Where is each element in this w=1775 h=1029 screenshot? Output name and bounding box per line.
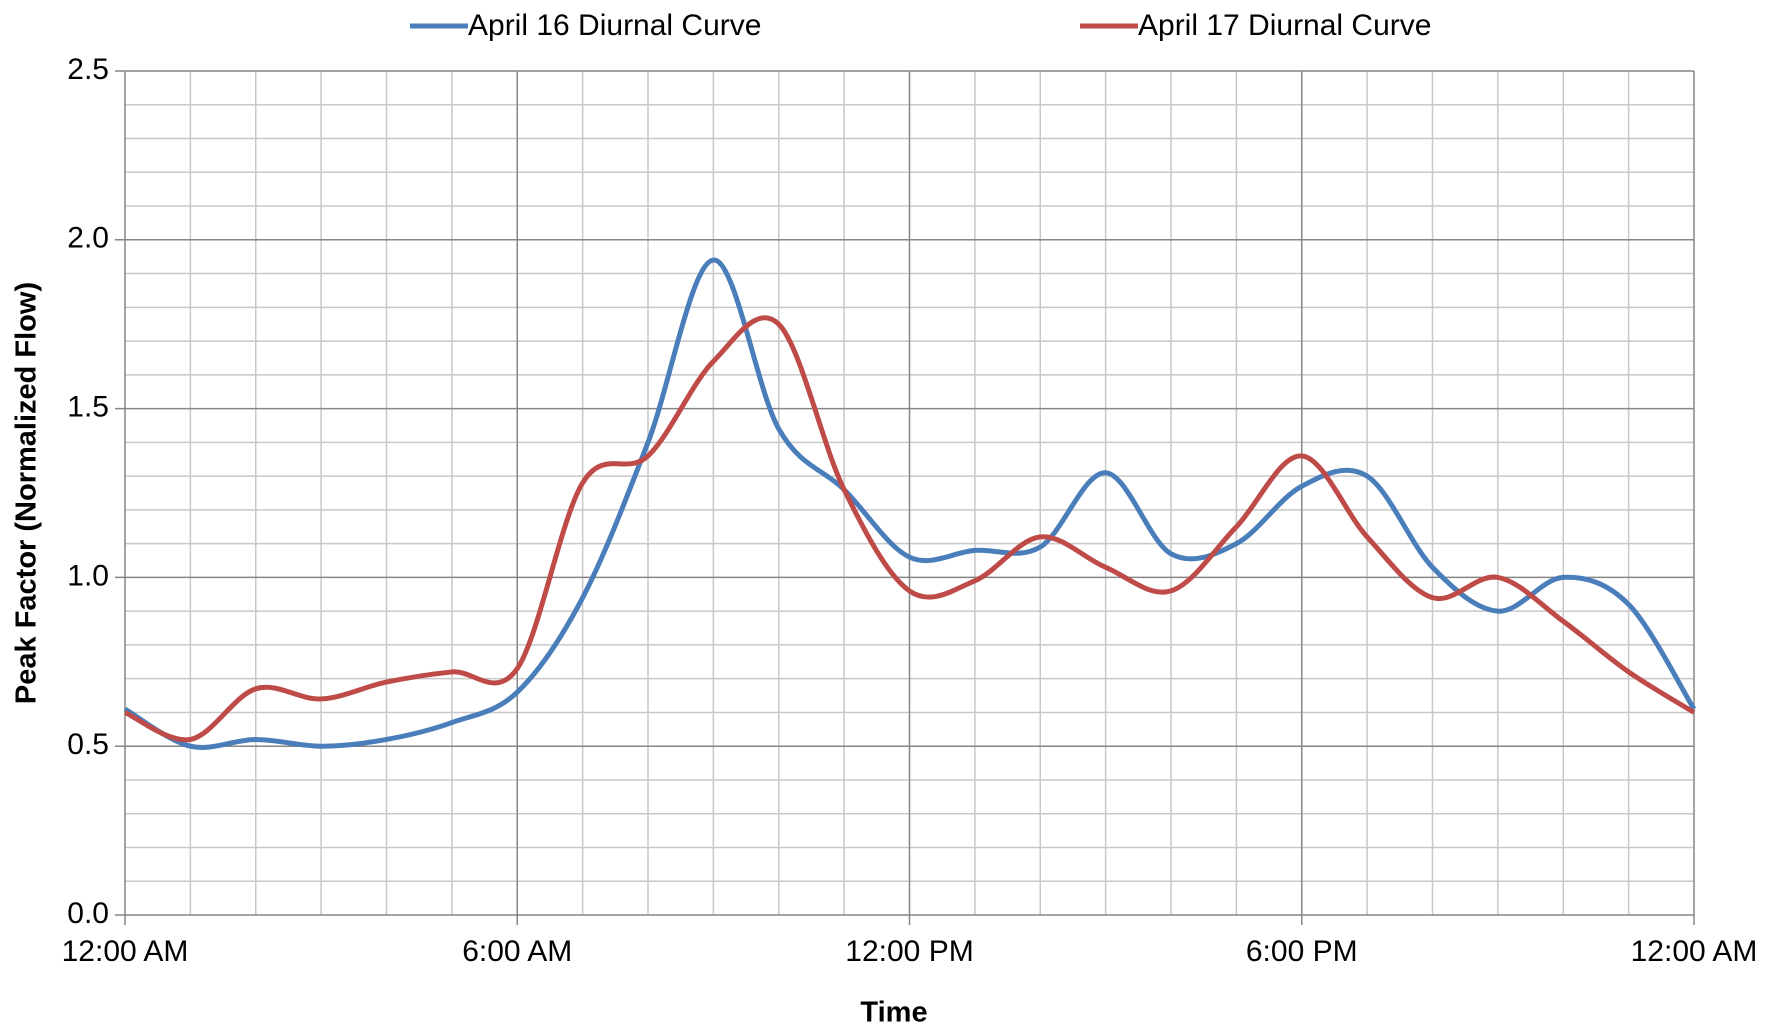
legend-label: April 16 Diurnal Curve bbox=[468, 9, 761, 42]
x-axis-label: Time bbox=[860, 997, 927, 1029]
y-tick-label: 0.5 bbox=[67, 728, 109, 761]
x-tick-label: 6:00 AM bbox=[462, 935, 572, 968]
series-line bbox=[123, 315, 1696, 743]
y-axis-label: Peak Factor (Normalized Flow) bbox=[11, 282, 43, 704]
x-tick-label: 6:00 PM bbox=[1246, 935, 1358, 968]
y-tick-label: 1.0 bbox=[67, 559, 109, 592]
x-tick-label: 12:00 PM bbox=[845, 935, 973, 968]
x-tick-label: 12:00 AM bbox=[1631, 935, 1758, 968]
series-line bbox=[123, 257, 1697, 750]
x-tick-label: 12:00 AM bbox=[62, 935, 189, 968]
y-tick-label: 0.0 bbox=[67, 897, 109, 930]
y-tick-label: 1.5 bbox=[67, 391, 109, 424]
legend-label: April 17 Diurnal Curve bbox=[1138, 9, 1431, 42]
y-tick-label: 2.0 bbox=[67, 222, 109, 255]
y-tick-label: 2.5 bbox=[67, 53, 109, 86]
